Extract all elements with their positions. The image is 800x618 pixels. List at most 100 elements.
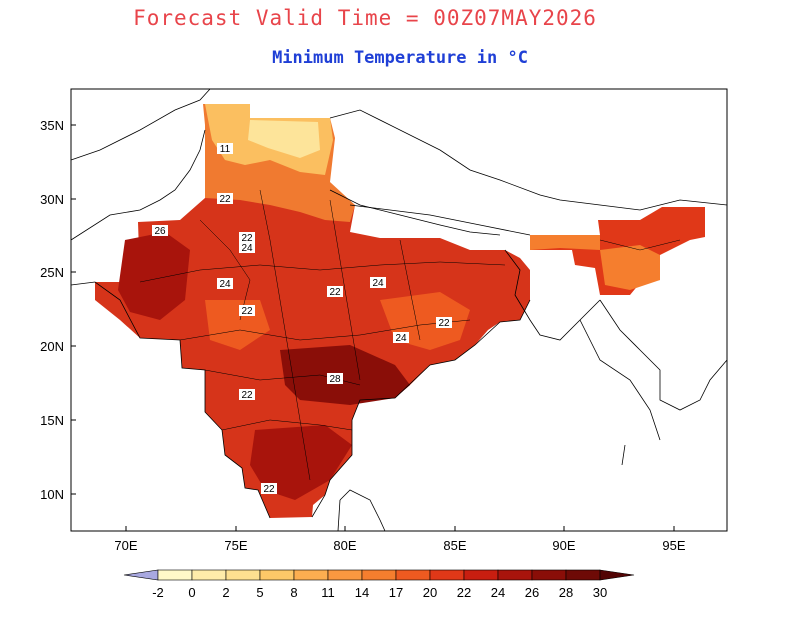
border-north [70,88,211,161]
svg-text:24: 24 [395,333,407,344]
svg-text:22: 22 [241,233,253,244]
legend-swatch [327,569,363,581]
x-axis-labels: 70E 75E 80E 85E 90E 95E [114,538,685,553]
border-nepal [329,189,501,236]
state-line-8 [399,239,421,341]
tick-marks [71,124,675,531]
state-line-2 [179,319,471,341]
sri-lanka [339,489,386,532]
chart-subtitle: Minimum Temperature in °C [272,48,528,68]
legend-swatch [191,569,227,581]
legend-label: 28 [559,585,573,600]
contour-label: 24 [217,278,233,290]
field-ladakh [248,120,320,158]
legend-swatch [497,569,533,581]
x-tick-label: 75E [224,538,247,553]
svg-text:22: 22 [329,287,341,298]
svg-text:26: 26 [154,226,166,237]
contour-label: 26 [152,225,168,237]
svg-text:11: 11 [220,144,231,155]
contour-label: 24 [239,242,255,254]
field-northeast-light [530,235,600,250]
svg-text:22: 22 [241,390,253,401]
border-pakistan [70,129,206,241]
border-myanmar-coast [579,319,661,441]
svg-text:28: 28 [329,374,341,385]
y-tick-label: 20N [40,339,64,354]
contour-label: 24 [370,277,386,289]
svg-text:22: 22 [241,306,253,317]
y-tick-label: 15N [40,413,64,428]
contour-label: 11 [217,143,233,155]
legend-swatch [395,569,431,581]
legend-label: 0 [188,585,195,600]
coastline-east [311,299,531,518]
tibet-line [349,204,531,236]
andaman [621,444,626,466]
svg-text:24: 24 [241,243,253,254]
contour-label: 22 [436,317,452,329]
x-tick-label: 80E [333,538,356,553]
legend-swatch [429,569,465,581]
state-line-6 [329,199,361,381]
legend-swatch [123,569,159,581]
contour-label: 28 [327,373,343,385]
x-tick-label: 95E [662,538,685,553]
state-line-5 [259,189,311,481]
svg-text:22: 22 [438,318,450,329]
border-bangladesh [504,249,601,341]
legend-label: 14 [355,585,369,600]
svg-text:22: 22 [263,484,275,495]
legend-label: 2 [222,585,229,600]
svg-text:24: 24 [219,279,231,290]
svg-text:22: 22 [219,194,231,205]
contour-label: 22 [239,305,255,317]
legend-label: -2 [152,585,164,600]
legend-swatch [225,569,261,581]
legend-swatch [599,569,635,581]
contour-label: 24 [393,332,409,344]
legend-labels: -2 0 2 5 8 11 14 17 20 22 24 26 28 30 [152,585,607,600]
legend-label: 26 [525,585,539,600]
legend-label: 17 [389,585,403,600]
field-central-dark [118,232,190,320]
state-line-4 [221,419,353,431]
contour-label: 22 [239,232,255,244]
field-northeast-east [600,245,660,290]
x-tick-label: 70E [114,538,137,553]
contour-label: 22 [239,389,255,401]
contour-label: 22 [217,193,233,205]
legend-swatch [565,569,601,581]
field-deccan-dark [280,345,410,405]
chart-title: Forecast Valid Time = 00Z07MAY2026 [133,6,597,30]
legend-swatch [259,569,295,581]
contour-label: 22 [327,286,343,298]
india-temperature-field [95,104,705,518]
legend-label: 11 [321,585,335,600]
y-tick-label: 10N [40,487,64,502]
y-tick-label: 35N [40,118,64,133]
y-tick-label: 30N [40,192,64,207]
legend-label: 8 [290,585,297,600]
sri-lanka-west [337,499,341,532]
y-axis-labels: 35N 30N 25N 20N 15N 10N [40,118,64,502]
legend-label: 30 [593,585,607,600]
x-tick-label: 90E [552,538,575,553]
x-tick-label: 85E [443,538,466,553]
coastline-west [70,281,271,519]
border-myanmar [599,299,728,411]
legend-label: 20 [423,585,437,600]
state-line-7 [199,219,251,321]
legend-label: 22 [457,585,471,600]
color-legend [123,569,635,581]
legend-swatch [157,569,193,581]
legend-label: 24 [491,585,505,600]
legend-swatch [361,569,397,581]
state-line-1 [139,261,506,283]
legend-swatch [531,569,567,581]
legend-swatch [293,569,329,581]
border-china [329,109,728,211]
contour-label: 22 [0,0,6,3]
boundary-lines [70,88,728,532]
